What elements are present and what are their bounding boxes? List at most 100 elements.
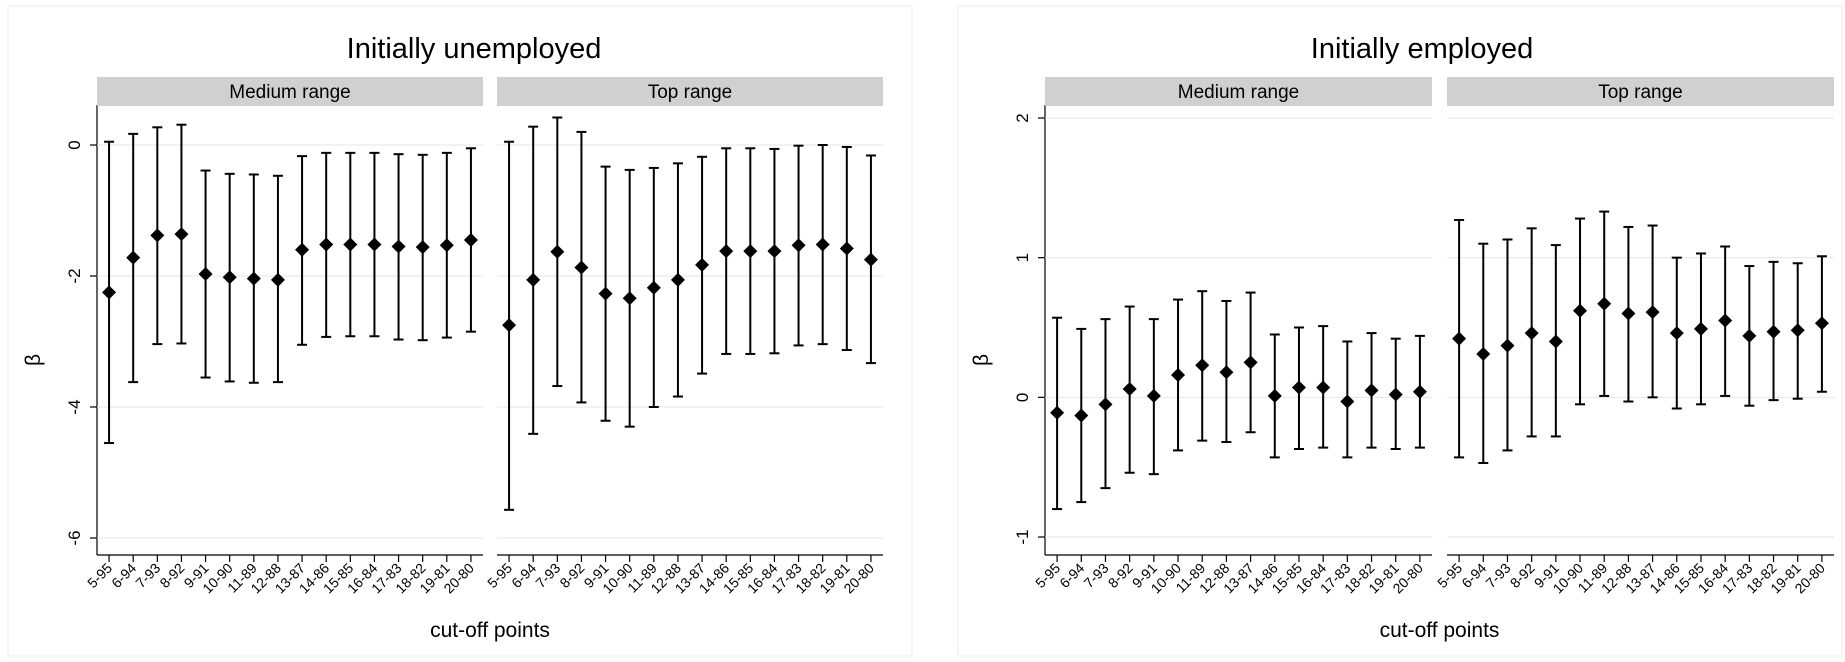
data-point: [1766, 324, 1781, 339]
data-point: [863, 252, 878, 267]
data-point: [1548, 334, 1563, 349]
data-point: [695, 257, 710, 272]
data-point: [791, 238, 806, 253]
chart-frame: [957, 5, 1843, 657]
data-point: [1524, 326, 1539, 341]
data-point: [1814, 316, 1829, 331]
chart-title: Initially employed: [1311, 33, 1533, 65]
data-point: [1219, 365, 1234, 380]
x-tick-label: 5-95: [1032, 560, 1063, 591]
data-point: [1316, 380, 1331, 395]
y-tick-label: 2: [1013, 113, 1032, 122]
y-tick-label: 0: [1013, 393, 1032, 402]
data-point: [1364, 383, 1379, 398]
data-point: [1476, 347, 1491, 362]
data-point: [1122, 381, 1137, 396]
data-point: [815, 237, 830, 252]
x-tick-label: 8-92: [156, 560, 187, 591]
data-point: [343, 237, 358, 252]
data-point: [126, 250, 141, 265]
data-point: [1098, 397, 1113, 412]
data-point: [526, 272, 541, 287]
x-tick-label: 6-94: [508, 560, 539, 591]
data-point: [670, 272, 685, 287]
facet-strip: [497, 77, 883, 106]
data-point: [1146, 388, 1161, 403]
y-axis-label: β: [22, 354, 45, 366]
x-axis-label: cut-off points: [1380, 619, 1500, 642]
data-point: [622, 291, 637, 306]
x-tick-label: 8-92: [556, 560, 587, 591]
data-point: [1195, 358, 1210, 373]
x-tick-label: 8-92: [1507, 560, 1538, 591]
data-point: [367, 237, 382, 252]
data-point: [1291, 380, 1306, 395]
data-point: [1074, 408, 1089, 423]
y-tick-label: -6: [65, 530, 84, 545]
x-tick-label: 5-95: [1434, 560, 1465, 591]
x-tick-label: 6-94: [108, 560, 139, 591]
data-point: [550, 244, 565, 259]
data-point: [1718, 313, 1733, 328]
data-point: [598, 286, 613, 301]
data-point: [102, 285, 117, 300]
chart-title: Initially unemployed: [347, 33, 602, 65]
data-point: [391, 239, 406, 254]
chart-frame: [7, 5, 913, 657]
x-tick-label: 7-93: [1482, 560, 1513, 591]
data-point: [1645, 305, 1660, 320]
y-tick-label: -2: [65, 268, 84, 283]
facet-strip: [1447, 77, 1834, 106]
x-tick-label: 6-94: [1458, 560, 1489, 591]
data-point: [463, 232, 478, 247]
facet-strip-label: Top range: [648, 82, 733, 103]
data-point: [1790, 323, 1805, 338]
data-point: [246, 271, 261, 286]
data-point: [839, 241, 854, 256]
data-point: [1452, 331, 1467, 346]
data-point: [222, 270, 237, 285]
facet-strip: [97, 77, 483, 106]
facet-strip-label: Medium range: [1178, 82, 1299, 103]
data-point: [743, 244, 758, 259]
data-point: [1597, 296, 1612, 311]
x-tick-label: 6-94: [1056, 560, 1087, 591]
data-point: [174, 227, 189, 242]
chart-1: Initially employed -1 0 1 2 β Medium range 5-95…: [957, 5, 1843, 657]
data-point: [1669, 326, 1684, 341]
y-tick-label: -4: [65, 399, 84, 414]
data-point: [1050, 405, 1065, 420]
data-point: [295, 242, 310, 257]
x-tick-label: 7-93: [1080, 560, 1111, 591]
data-point: [574, 260, 589, 275]
data-point: [415, 240, 430, 255]
data-point: [1171, 367, 1186, 382]
data-point: [270, 272, 285, 287]
data-point: [319, 237, 334, 252]
data-point: [150, 228, 165, 243]
x-tick-label: 7-93: [132, 560, 163, 591]
x-tick-label: 7-93: [532, 560, 563, 591]
x-tick-label: 5-95: [484, 560, 515, 591]
data-point: [1500, 338, 1515, 353]
data-point: [1388, 387, 1403, 402]
data-point: [1573, 303, 1588, 318]
data-point: [198, 267, 213, 282]
data-point: [719, 244, 734, 259]
facet-strip-label: Top range: [1598, 82, 1683, 103]
data-point: [1267, 388, 1282, 403]
y-axis-label: β: [970, 354, 993, 366]
chart-0: Initially unemployed -6 -4 -2 0 β Medium range…: [7, 5, 913, 657]
y-tick-label: -1: [1013, 529, 1032, 544]
data-point: [1340, 394, 1355, 409]
x-tick-label: 5-95: [84, 560, 115, 591]
data-point: [502, 318, 517, 333]
facet-strip: [1045, 77, 1432, 106]
data-point: [767, 244, 782, 259]
data-point: [1693, 321, 1708, 336]
data-point: [1412, 384, 1427, 399]
data-point: [1243, 355, 1258, 370]
data-point: [439, 238, 454, 253]
data-point: [646, 280, 661, 295]
